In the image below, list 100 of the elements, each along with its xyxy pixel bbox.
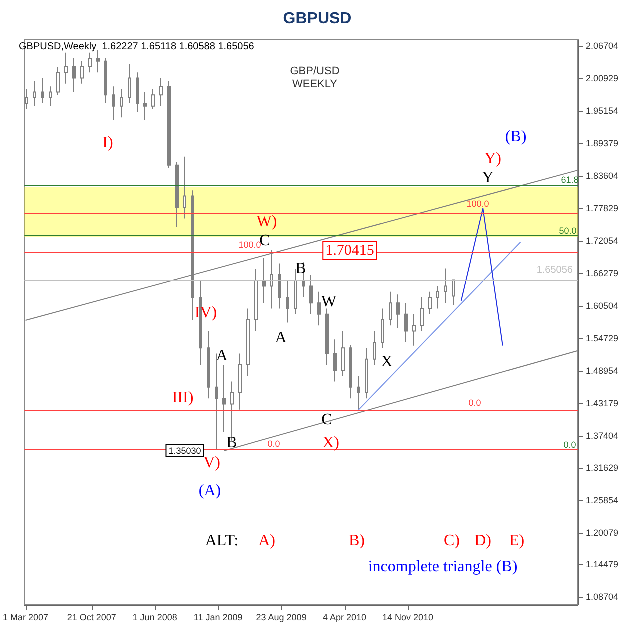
y-tick-label: 1.43179 [586, 398, 619, 408]
candlestick [207, 330, 210, 400]
x-tick-label: 1 Jun 2008 [132, 612, 178, 622]
candlestick [325, 308, 329, 366]
candlestick [341, 330, 345, 377]
y-tick-label: 1.95154 [586, 106, 619, 116]
annotation: 0.0 [564, 440, 576, 450]
candlestick [143, 92, 147, 121]
annotation: 1.35030 [168, 446, 202, 456]
candlestick [88, 52, 92, 74]
candlestick [96, 50, 100, 74]
candlestick [317, 291, 321, 326]
candlestick [136, 72, 139, 112]
annotation: I) [102, 134, 114, 152]
annotation: 0.0 [468, 398, 482, 408]
candlestick [238, 353, 242, 410]
candlestick [389, 291, 392, 326]
annotation: B [226, 434, 238, 452]
annotation: B [296, 260, 306, 278]
y-tick-label: 1.72054 [586, 236, 619, 246]
y-tick-label: 1.37404 [586, 430, 619, 441]
y-tick-label: 1.25854 [586, 496, 619, 506]
x-tick-label: 4 Apr 2010 [323, 612, 367, 622]
annotation: X) [322, 434, 340, 452]
candlestick [222, 364, 226, 433]
candlestick [404, 302, 408, 343]
annotation: 100.0 [238, 240, 262, 250]
candlestick [309, 274, 313, 315]
annotation: B) [349, 532, 365, 550]
x-tick-label: 11 Jan 2009 [194, 612, 243, 622]
candlestick [412, 314, 416, 346]
annotation: D) [474, 532, 492, 550]
annotation: ALT: [205, 532, 239, 550]
annotation: 0.0 [268, 439, 280, 449]
candlestick [420, 296, 424, 332]
candlestick [183, 156, 186, 220]
annotation: IV) [194, 304, 218, 322]
annotation: 1.70415 [326, 243, 374, 259]
candlestick [41, 78, 44, 104]
annotation: E) [509, 532, 525, 550]
candlestick [112, 86, 115, 121]
y-tick-label: 1.31629 [586, 463, 619, 474]
candlestick [215, 353, 218, 450]
y-tick-label: 2.00929 [586, 74, 619, 84]
candlestick [159, 78, 163, 107]
candlestick [278, 263, 281, 310]
y-tick-label: 1.08704 [586, 592, 619, 602]
ref-line-label: 1.65056 [536, 265, 574, 276]
y-tick-label: 1.20079 [586, 528, 619, 538]
y-tick-label: 1.89379 [586, 138, 619, 149]
annotation: A [275, 330, 288, 346]
annotation: W) [256, 214, 278, 230]
y-tick-label: 1.66279 [586, 268, 619, 278]
annotation: 50.0 [559, 226, 577, 236]
candlestick [128, 64, 131, 104]
candlestick [381, 308, 384, 349]
candlestick [444, 268, 447, 304]
candlestick [365, 348, 368, 400]
y-tick-label: 1.77829 [586, 203, 619, 214]
candlestick [246, 308, 250, 377]
candlestick [396, 294, 400, 329]
annotation: III) [172, 390, 194, 406]
y-tick-label: 1.14479 [586, 560, 619, 570]
y-tick-label: 1.83604 [586, 171, 619, 182]
candlestick [254, 268, 258, 332]
candlestick [175, 162, 179, 228]
y-tick-label: 1.60504 [586, 300, 619, 311]
annotation: C) [444, 532, 460, 550]
annotation: V) [204, 454, 220, 472]
annotation: W [321, 294, 338, 310]
candlestick [357, 376, 360, 410]
annotation: (A) [198, 482, 222, 500]
candlestick [64, 52, 68, 84]
candlestick [373, 330, 376, 366]
annotation: GBPUSD,Weekly 1.62227 1.65118 1.60588 1.65056 [19, 42, 255, 52]
annotation: Y) [484, 150, 502, 168]
annotation: C [322, 412, 332, 428]
y-tick-label: 2.06704 [586, 41, 619, 52]
annotation: A [216, 348, 228, 364]
candlestick [294, 268, 297, 315]
candlestick [436, 286, 439, 310]
candlestick [49, 86, 52, 107]
annotation: C [260, 232, 270, 250]
text: GBP/USD WEEKLY [290, 66, 340, 90]
x-tick-label: 21 Oct 2007 [67, 612, 116, 622]
candlestick [104, 58, 107, 104]
annotation: X [381, 354, 394, 370]
candlestick [333, 339, 337, 382]
x-tick-label: 23 Aug 2009 [256, 612, 307, 622]
annotation: (B) [505, 128, 527, 146]
x-tick-label: 14 Nov 2010 [382, 612, 434, 622]
candlestick [349, 344, 352, 400]
y-tick-label: 1.54729 [586, 333, 619, 344]
annotation: A) [258, 532, 276, 550]
candlestick [167, 80, 171, 169]
annotation: incomplete triangle (B) [368, 558, 518, 576]
candlestick [33, 80, 36, 107]
y-tick-label: 1.48954 [586, 366, 619, 376]
candlestick [151, 88, 155, 110]
candlestick [56, 66, 60, 96]
